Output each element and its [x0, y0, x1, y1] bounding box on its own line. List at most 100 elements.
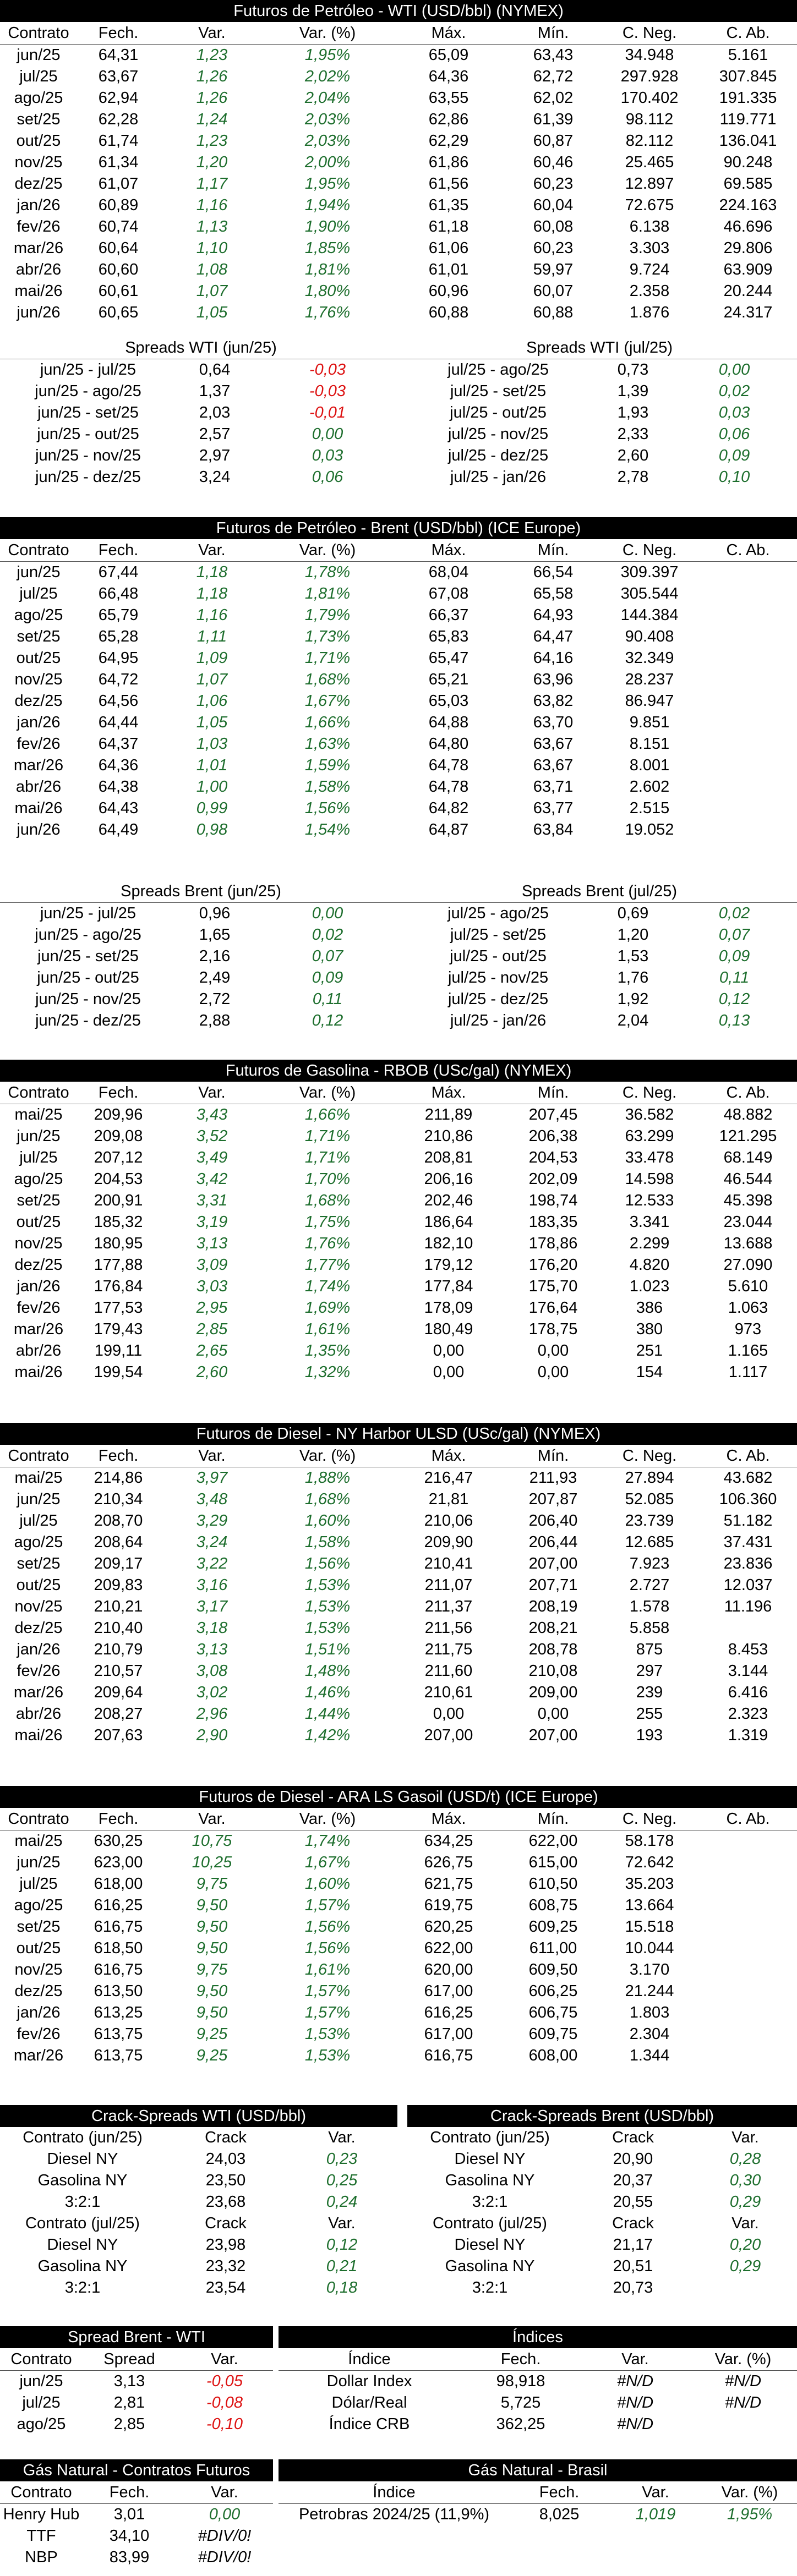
table-cell: 64,49: [98, 821, 139, 838]
column-header: Var.: [609, 2481, 702, 2504]
column-header: Contrato: [0, 1808, 77, 1830]
table-cell: 1,81%: [304, 585, 351, 602]
table-cell: 3:2:1: [64, 2279, 101, 2297]
table-cell: 2,03%: [304, 111, 351, 128]
table-cell: 305.544: [620, 585, 679, 602]
table-cell: 8.001: [629, 757, 670, 774]
table-cell: 23,98: [205, 2236, 246, 2254]
section-title: Crack-Spreads WTI (USD/bbl): [0, 2105, 397, 2127]
table-cell: 64,78: [428, 757, 469, 774]
ulsd-section: Futuros de Diesel - NY Harbor ULSD (USc/…: [0, 1423, 797, 1746]
table-cell: 0,96: [199, 905, 231, 922]
table-cell: 58.178: [625, 1832, 674, 1850]
crack-row: Gasolina NY 23,50 0,25: [0, 2170, 397, 2191]
table-cell: 210,57: [94, 1662, 143, 1680]
table-cell: 60,89: [98, 196, 139, 214]
table-cell: 64,37: [98, 735, 139, 753]
table-cell: 27.090: [723, 1256, 773, 1274]
section-title: Gás Natural - Contratos Futuros: [0, 2459, 273, 2481]
table-cell: 3,49: [196, 1149, 228, 1166]
table-cell: [699, 1981, 797, 2002]
table-cell: 3,97: [196, 1469, 228, 1487]
table-cell: 2.304: [629, 2025, 670, 2043]
column-header: Fech.: [77, 539, 160, 562]
wti-section: Futuros de Petróleo - WTI (USD/bbl) (NYM…: [0, 0, 797, 324]
table-cell: 65,28: [98, 628, 139, 645]
table-cell: 63,70: [533, 714, 574, 731]
table-cell: 211,37: [424, 1598, 473, 1615]
table-cell: 24,03: [205, 2150, 246, 2168]
table-cell: 1,73%: [304, 628, 351, 645]
table-cell: dez/25: [14, 1982, 63, 2000]
table-cell: 208,21: [528, 1619, 578, 1637]
crack-header-row: Contrato (jun/25) Crack Var.: [0, 2127, 397, 2149]
table-cell: 210,40: [94, 1619, 143, 1637]
table-cell: 1,06: [196, 692, 228, 710]
column-header: Spread: [83, 2348, 176, 2371]
section-title: Futuros de Gasolina - RBOB (USc/gal) (NY…: [0, 1060, 797, 1082]
table-cell: 1,53%: [304, 2047, 351, 2064]
table-cell: 0,00: [433, 1705, 465, 1723]
table-row: nov/25 64,72 1,07 1,68% 65,21 63,96 28.237: [0, 669, 797, 690]
table-cell: 210,41: [424, 1555, 473, 1572]
table-cell: 176,20: [528, 1256, 578, 1274]
table-cell: 19.052: [625, 821, 674, 838]
table-cell: 67,08: [428, 585, 469, 602]
table-cell: 616,75: [94, 1961, 143, 1978]
table-cell: 608,00: [528, 2047, 578, 2064]
table-cell: 1,01: [196, 757, 228, 774]
spreads-title: Spreads Brent (jul/25): [402, 880, 797, 903]
column-header: Mín.: [506, 22, 600, 45]
table-cell: 1,61%: [304, 1961, 351, 1978]
table-cell: 0,03: [312, 447, 343, 464]
table-cell: 3,13: [113, 2372, 145, 2390]
table-cell: 208,70: [94, 1512, 143, 1530]
table-cell: 64,56: [98, 692, 139, 710]
table-row: set/25 65,28 1,11 1,73% 65,83 64,47 90.408: [0, 626, 797, 648]
gas-brasil-table: Índice Fech. Var. Var. (%) Petrobras 2024/25…: [279, 2481, 797, 2525]
column-header: Mín.: [506, 539, 600, 562]
table-cell: 3,43: [196, 1106, 228, 1123]
table-cell: 206,16: [424, 1170, 473, 1188]
table-cell: 5.610: [728, 1278, 768, 1295]
table-row: ago/25 204,53 3,42 1,70% 206,16 202,09 14.598 4…: [0, 1169, 797, 1190]
table-row: Índice CRB 362,25 #N/D: [279, 2414, 797, 2435]
table-cell: 52.085: [625, 1490, 674, 1508]
table-cell: 1.344: [629, 2047, 670, 2064]
table-cell: 621,75: [424, 1875, 473, 1893]
table-cell: 60,07: [533, 282, 574, 300]
table-cell: 3,03: [196, 1278, 228, 1295]
table-cell: TTF: [26, 2527, 56, 2545]
table-cell: jun/26: [17, 304, 61, 321]
table-row: jul/25 207,12 3,49 1,71% 208,81 204,53 33.478 6…: [0, 1147, 797, 1169]
table-cell: 208,78: [528, 1641, 578, 1658]
column-header: C. Ab.: [699, 1445, 797, 1467]
table-cell: 0,00: [537, 1705, 569, 1723]
table-cell: 0,00: [537, 1342, 569, 1360]
table-cell: out/25: [16, 1213, 61, 1231]
table-row: dez/25 64,56 1,06 1,67% 65,03 63,82 86.947: [0, 690, 797, 712]
table-cell: 2.727: [629, 1576, 670, 1594]
table-cell: 613,75: [94, 2047, 143, 2064]
table-cell: 3,24: [196, 1533, 228, 1551]
table-cell: 69.585: [723, 175, 773, 193]
table-cell: 1,56%: [304, 1939, 351, 1957]
gas-brasil-section: Gás Natural - Brasil Índice Fech. Var. Var.…: [279, 2459, 797, 2525]
table-cell: 191.335: [719, 89, 777, 107]
table-cell: 214,86: [94, 1469, 143, 1487]
table-cell: 3.303: [629, 239, 670, 257]
spread-row: jun/25 - out/25 2,57 0,00 jul/25 - nov/25 2,…: [0, 424, 797, 445]
table-cell: 193: [636, 1727, 663, 1744]
table-cell: 8.151: [629, 735, 670, 753]
table-cell: 121.295: [719, 1127, 777, 1145]
table-cell: fev/26: [17, 1662, 61, 1680]
crack-wti-section: Crack-Spreads WTI (USD/bbl) Contrato (ju…: [0, 2105, 398, 2299]
column-header: Máx.: [391, 22, 506, 45]
table-cell: NBP: [25, 2548, 58, 2566]
table-cell: jan/26: [17, 1278, 61, 1295]
table-cell: 1,63%: [304, 735, 351, 753]
table-cell: 90.248: [723, 154, 773, 171]
column-header: C. Ab.: [699, 22, 797, 45]
column-header: Contrato: [0, 2481, 83, 2504]
